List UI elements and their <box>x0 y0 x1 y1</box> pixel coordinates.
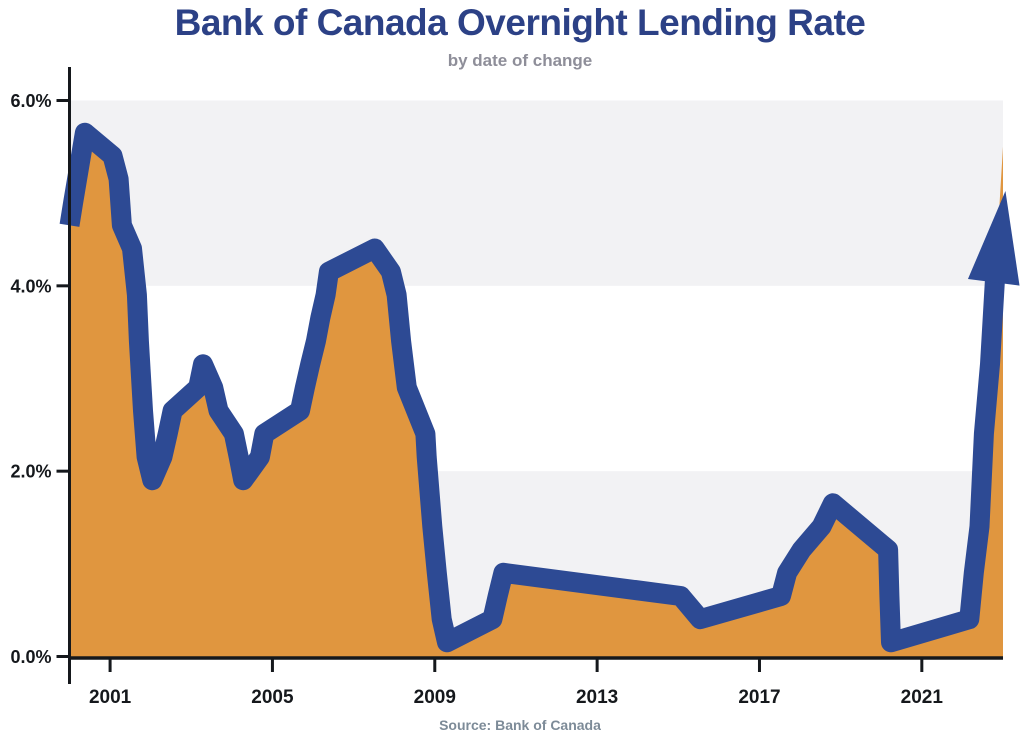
rate-line <box>59 122 1006 653</box>
grid-band <box>69 100 1003 286</box>
chart-title: Bank of Canada Overnight Lending Rate <box>174 2 866 43</box>
y-tick-label: 4.0% <box>10 276 51 296</box>
source-note: Source: Bank of Canada <box>439 717 601 733</box>
x-tick-label: 2005 <box>251 687 294 708</box>
x-tick-label: 2017 <box>738 687 780 708</box>
x-tick-label: 2013 <box>576 687 618 708</box>
x-tick-label: 2009 <box>414 687 456 708</box>
x-tick-label: 2021 <box>901 687 944 708</box>
y-tick-label: 2.0% <box>10 462 51 482</box>
chart-subtitle: by date of change <box>447 51 593 70</box>
x-tick-label: 2001 <box>89 687 132 708</box>
trend-arrowhead <box>967 191 1020 286</box>
y-tick-label: 6.0% <box>10 91 51 111</box>
y-tick-label: 0.0% <box>10 647 51 667</box>
area-fill <box>69 132 1003 658</box>
